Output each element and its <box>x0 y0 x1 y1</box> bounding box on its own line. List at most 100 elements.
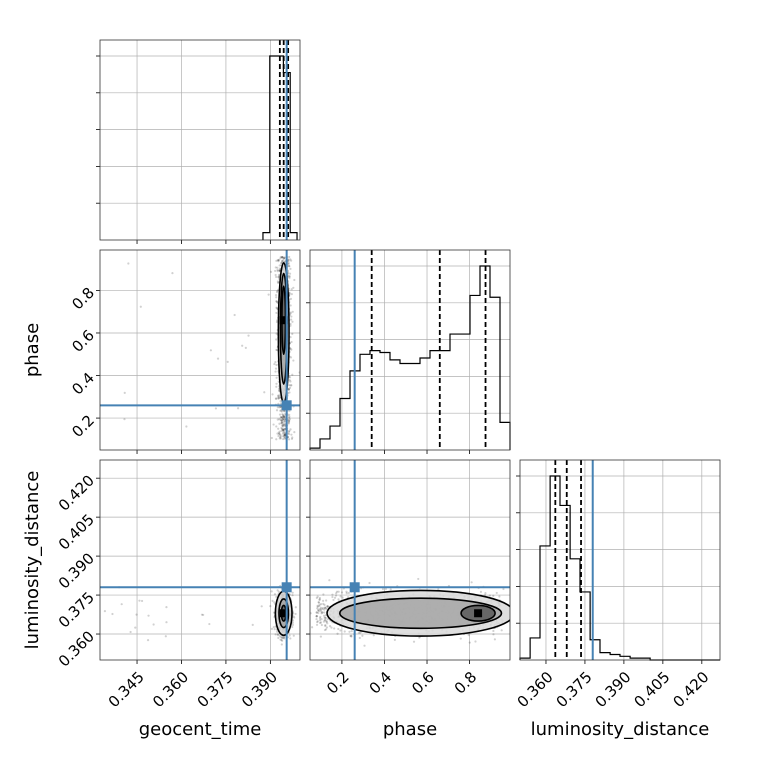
sample-point <box>209 349 212 352</box>
sample-point <box>316 607 319 610</box>
sample-point <box>277 434 280 438</box>
sample-point <box>291 436 294 439</box>
sample-point <box>280 643 283 646</box>
sample-point <box>324 607 327 610</box>
sample-point <box>260 605 263 608</box>
panel-frame <box>99 459 301 661</box>
sample-point <box>287 259 290 262</box>
sample-point <box>244 346 247 350</box>
sample-point <box>281 260 284 263</box>
sample-point <box>281 636 284 639</box>
sample-point <box>283 418 286 421</box>
sample-point <box>318 607 322 611</box>
sample-point <box>277 394 280 397</box>
sample-point <box>317 601 321 604</box>
sample-point <box>502 587 505 591</box>
xlabel-geocent_time: geocent_time <box>139 719 262 740</box>
sample-point <box>316 595 319 598</box>
sample-point <box>459 637 462 640</box>
sample-point <box>275 332 278 335</box>
sample-point <box>287 384 291 387</box>
sample-point <box>273 601 276 604</box>
sample-point <box>278 430 281 433</box>
sample-point <box>279 635 282 639</box>
sample-point <box>316 605 319 608</box>
sample-point <box>318 598 321 601</box>
sample-point <box>280 427 283 431</box>
xtick-label-geocent_time-1: 0.360 <box>149 668 192 711</box>
sample-point <box>317 611 320 615</box>
sample-point <box>492 633 495 636</box>
sample-point <box>289 347 292 350</box>
sample-point <box>280 416 283 419</box>
sample-point <box>279 435 282 438</box>
sample-point <box>328 625 332 628</box>
sample-point <box>319 603 323 606</box>
sample-point <box>292 286 295 289</box>
sample-point <box>322 602 325 606</box>
sample-point <box>324 628 328 631</box>
sample-point <box>339 629 342 632</box>
ytick-label-luminosity_distance-1: 0.375 <box>55 588 98 631</box>
sample-point <box>437 588 440 591</box>
sample-point <box>289 336 292 339</box>
sample-point <box>324 617 328 620</box>
ytick-label-phase-1: 0.4 <box>68 369 98 399</box>
sample-point <box>290 340 293 344</box>
sample-point <box>283 432 286 435</box>
sample-point <box>291 621 294 624</box>
sample-point <box>138 599 141 602</box>
sample-point <box>127 262 130 265</box>
sample-point <box>276 301 279 304</box>
sample-point <box>275 348 278 352</box>
sample-point <box>278 437 281 440</box>
sample-point <box>279 418 282 421</box>
sample-point <box>291 320 294 323</box>
sample-point <box>274 273 277 277</box>
sample-point <box>236 407 240 410</box>
sample-point <box>290 433 293 436</box>
sample-point <box>165 621 168 624</box>
sample-point <box>326 605 329 608</box>
sample-point <box>279 255 282 259</box>
sample-point <box>288 415 291 418</box>
sample-point <box>281 255 284 259</box>
sample-point <box>135 613 138 616</box>
sample-point <box>288 379 291 382</box>
sample-point <box>488 594 491 597</box>
sample-point <box>164 635 167 638</box>
panel-1-1 <box>306 249 511 454</box>
sample-point <box>321 607 324 611</box>
ytick-label-luminosity_distance-4: 0.420 <box>55 471 98 514</box>
panel-frame <box>309 249 511 451</box>
sample-point <box>278 422 281 425</box>
sample-point <box>274 370 277 373</box>
sample-point <box>282 427 285 431</box>
sample-point <box>292 615 295 618</box>
sample-point <box>283 428 287 431</box>
histogram-luminosity_distance <box>519 475 720 661</box>
sample-point <box>349 634 352 638</box>
sample-point <box>291 623 295 626</box>
sample-point <box>275 338 278 341</box>
panel-1-0 <box>96 249 301 454</box>
sample-point <box>289 637 292 640</box>
sample-point <box>274 397 278 400</box>
sample-point <box>226 360 229 363</box>
sample-point <box>289 297 293 301</box>
sample-point <box>289 428 292 431</box>
sample-point <box>247 334 250 337</box>
sample-point <box>293 616 296 619</box>
sample-point <box>319 621 323 624</box>
sample-point <box>315 623 319 626</box>
sample-point <box>280 419 283 422</box>
sample-point <box>185 425 188 428</box>
sample-point <box>275 311 278 315</box>
sample-point <box>333 596 337 599</box>
sample-point <box>288 419 291 423</box>
sample-point <box>495 591 498 595</box>
sample-point <box>287 265 291 268</box>
xlabel-phase: phase <box>383 719 437 740</box>
sample-point <box>337 598 340 601</box>
sample-point <box>328 579 331 582</box>
